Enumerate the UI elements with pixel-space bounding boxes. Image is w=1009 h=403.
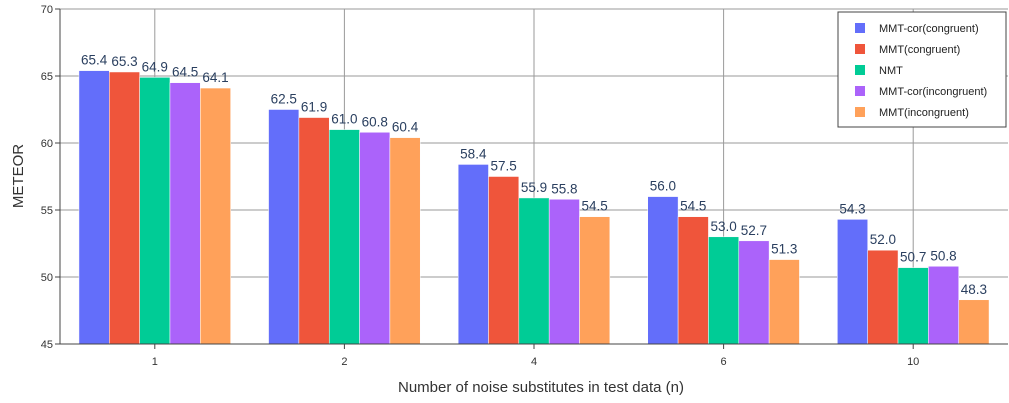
x-tick-label: 6	[721, 356, 727, 368]
bar	[897, 267, 929, 345]
x-axis-title: Number of noise substitutes in test data…	[398, 379, 684, 396]
bar	[78, 70, 110, 345]
bar-value-label: 54.3	[839, 201, 865, 216]
bar-value-label: 52.0	[870, 232, 896, 247]
bar-value-label: 64.1	[202, 70, 228, 85]
legend-item-label: NMT	[879, 65, 903, 77]
y-tick-label: 65	[41, 71, 53, 83]
bar	[268, 109, 300, 345]
legend-swatch	[855, 107, 865, 117]
bar-value-label: 61.0	[331, 112, 357, 127]
bars	[78, 70, 990, 345]
data-labels: 65.4 62.5 58.4 56.0 54.3 65.3 61.9 57.5 54.5 52.0…	[81, 53, 987, 297]
y-tick-label: 70	[41, 4, 53, 16]
legend-item-label: MMT-cor(congruent)	[879, 23, 979, 35]
bar-value-label: 64.9	[142, 59, 168, 74]
axes: 45 50 55 60 65 70 1 2 4 6 10	[41, 4, 1008, 368]
bar-value-label: 65.3	[111, 54, 137, 69]
legend-item-label: MMT(congruent)	[879, 44, 960, 56]
legend-item-label: MMT(incongruent)	[879, 107, 969, 119]
bar-value-label: 51.3	[771, 242, 797, 257]
bar-value-label: 57.5	[491, 159, 517, 174]
bar	[298, 117, 330, 345]
bar	[837, 219, 868, 345]
bar-value-label: 55.8	[551, 181, 577, 196]
bar-value-label: 60.4	[392, 120, 419, 135]
bar	[958, 299, 990, 345]
bar-value-label: 54.5	[680, 199, 706, 214]
bar	[328, 129, 360, 345]
y-tick-label: 45	[41, 339, 53, 351]
bar-value-label: 58.4	[460, 146, 487, 161]
bar	[488, 176, 520, 345]
bar-value-label: 62.5	[271, 92, 297, 107]
x-tick-label: 1	[152, 356, 158, 368]
bar	[139, 77, 171, 345]
x-tick-label: 2	[341, 356, 347, 368]
bar-value-label: 61.9	[301, 100, 327, 115]
x-tick-label: 10	[907, 356, 919, 368]
bar	[518, 197, 550, 345]
bar	[359, 132, 391, 345]
legend-swatch	[855, 23, 865, 33]
bar	[647, 196, 679, 345]
bar	[548, 199, 580, 345]
bar	[579, 216, 611, 345]
bar	[768, 259, 800, 345]
bar	[708, 236, 740, 345]
bar-value-label: 48.3	[961, 282, 987, 297]
y-tick-label: 50	[41, 272, 53, 284]
legend-item-label: MMT-cor(incongruent)	[879, 86, 987, 98]
x-tick-label: 4	[531, 356, 537, 368]
legend: MMT-cor(congruent) MMT(congruent) NMT MMT-c…	[837, 11, 1007, 128]
bar	[928, 266, 959, 345]
legend-swatch	[855, 86, 865, 96]
bar-value-label: 64.5	[172, 65, 198, 80]
bar-value-label: 52.7	[741, 223, 767, 238]
bar-value-label: 60.8	[362, 114, 388, 129]
y-tick-label: 60	[41, 138, 53, 150]
bar-value-label: 50.8	[930, 248, 956, 263]
bar-value-label: 65.4	[81, 53, 108, 68]
bar	[389, 137, 421, 345]
bar-value-label: 56.0	[650, 179, 676, 194]
y-tick-label: 55	[41, 205, 53, 217]
bar	[867, 249, 899, 345]
bar	[738, 240, 770, 345]
legend-box	[837, 11, 1007, 128]
legend-swatch	[855, 65, 865, 75]
legend-swatch	[855, 44, 865, 54]
bar-value-label: 55.9	[521, 180, 547, 195]
bar-value-label: 54.5	[582, 199, 608, 214]
y-axis-title: METEOR	[10, 144, 27, 208]
bar	[169, 82, 201, 345]
bar	[109, 71, 140, 345]
bar	[677, 216, 709, 345]
bar-value-label: 50.7	[900, 250, 926, 265]
bar	[457, 164, 489, 345]
bar-value-label: 53.0	[710, 219, 736, 234]
bar	[200, 87, 231, 345]
